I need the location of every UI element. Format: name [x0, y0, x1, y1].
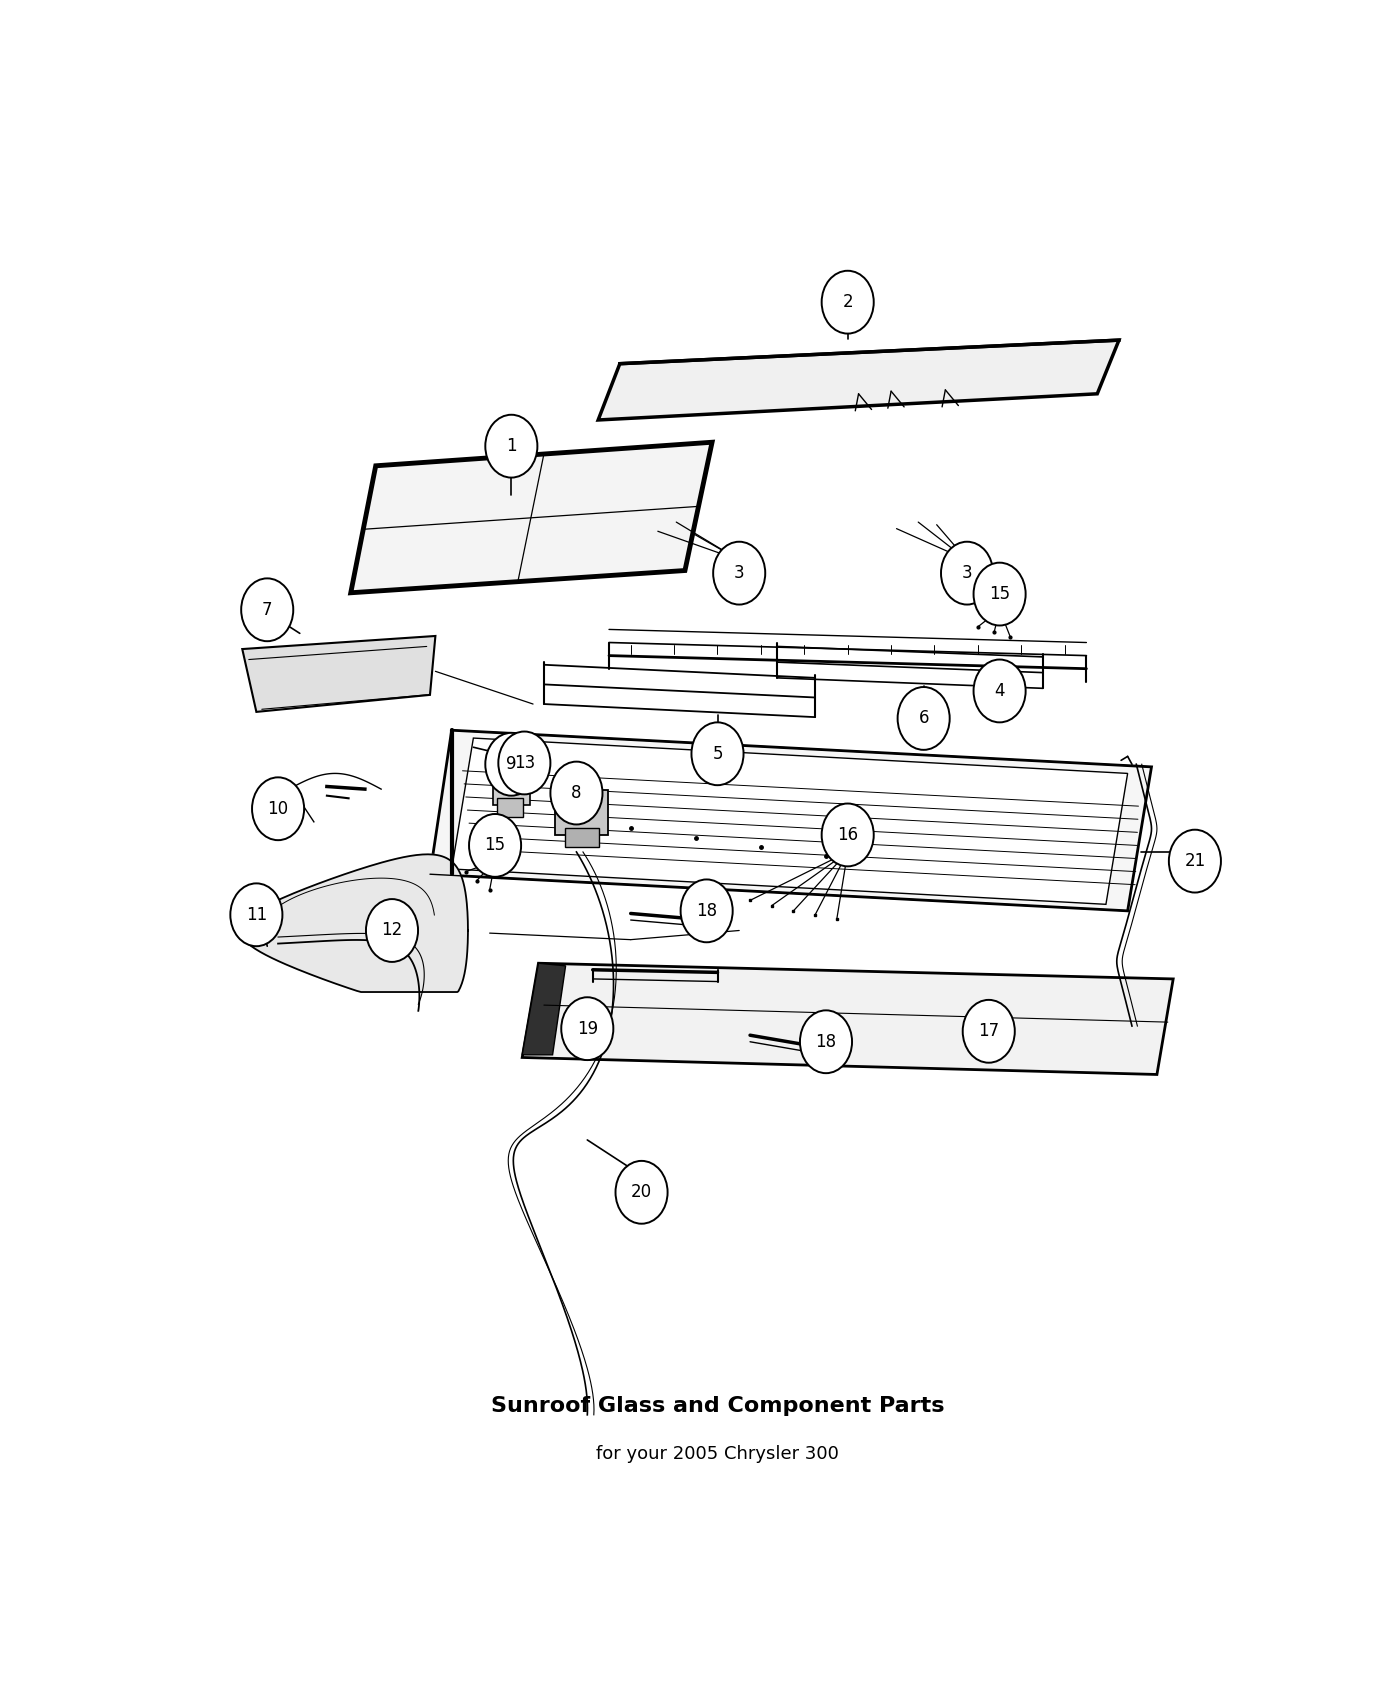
- Circle shape: [561, 998, 613, 1061]
- Text: 5: 5: [713, 745, 722, 763]
- Circle shape: [973, 660, 1026, 722]
- FancyBboxPatch shape: [564, 828, 599, 847]
- Text: 15: 15: [988, 585, 1011, 604]
- Text: 3: 3: [734, 564, 745, 581]
- Polygon shape: [598, 340, 1119, 420]
- Text: 18: 18: [696, 903, 717, 920]
- Text: 15: 15: [484, 836, 505, 855]
- Text: 11: 11: [246, 906, 267, 923]
- Text: 9: 9: [507, 755, 517, 774]
- Circle shape: [550, 762, 602, 824]
- Polygon shape: [241, 855, 468, 993]
- Text: 12: 12: [381, 921, 403, 940]
- Text: 21: 21: [1184, 852, 1205, 870]
- Circle shape: [963, 1000, 1015, 1062]
- Circle shape: [822, 270, 874, 333]
- Circle shape: [241, 578, 293, 641]
- Circle shape: [692, 722, 743, 785]
- Circle shape: [713, 542, 766, 605]
- Circle shape: [680, 879, 732, 942]
- Circle shape: [252, 777, 304, 840]
- Text: 1: 1: [505, 437, 517, 456]
- Text: 18: 18: [815, 1034, 837, 1051]
- Text: 6: 6: [918, 709, 930, 728]
- Text: for your 2005 Chrysler 300: for your 2005 Chrysler 300: [596, 1445, 839, 1464]
- Circle shape: [231, 884, 283, 947]
- Circle shape: [1169, 830, 1221, 893]
- Polygon shape: [242, 636, 435, 712]
- Text: 2: 2: [843, 292, 853, 311]
- Circle shape: [616, 1161, 668, 1224]
- Polygon shape: [452, 738, 1127, 904]
- Circle shape: [486, 733, 538, 796]
- Text: 3: 3: [962, 564, 973, 581]
- Text: 8: 8: [571, 784, 582, 802]
- Circle shape: [973, 563, 1026, 626]
- Text: 13: 13: [514, 753, 535, 772]
- Text: 10: 10: [267, 799, 288, 818]
- Polygon shape: [522, 964, 1173, 1074]
- Circle shape: [822, 804, 874, 867]
- Text: Sunroof Glass and Component Parts: Sunroof Glass and Component Parts: [491, 1396, 944, 1416]
- Polygon shape: [351, 442, 713, 593]
- FancyBboxPatch shape: [497, 799, 524, 816]
- Circle shape: [897, 687, 949, 750]
- Text: 4: 4: [994, 682, 1005, 700]
- Text: 17: 17: [979, 1022, 1000, 1040]
- Circle shape: [365, 899, 419, 962]
- Text: 7: 7: [262, 600, 273, 619]
- Text: 16: 16: [837, 826, 858, 843]
- Circle shape: [469, 814, 521, 877]
- Circle shape: [486, 415, 538, 478]
- Circle shape: [498, 731, 550, 794]
- Circle shape: [941, 542, 993, 605]
- Text: 20: 20: [631, 1183, 652, 1202]
- Polygon shape: [522, 964, 566, 1054]
- Text: 19: 19: [577, 1020, 598, 1037]
- Polygon shape: [430, 731, 1151, 911]
- FancyBboxPatch shape: [493, 770, 529, 804]
- FancyBboxPatch shape: [554, 790, 608, 835]
- Circle shape: [799, 1010, 853, 1073]
